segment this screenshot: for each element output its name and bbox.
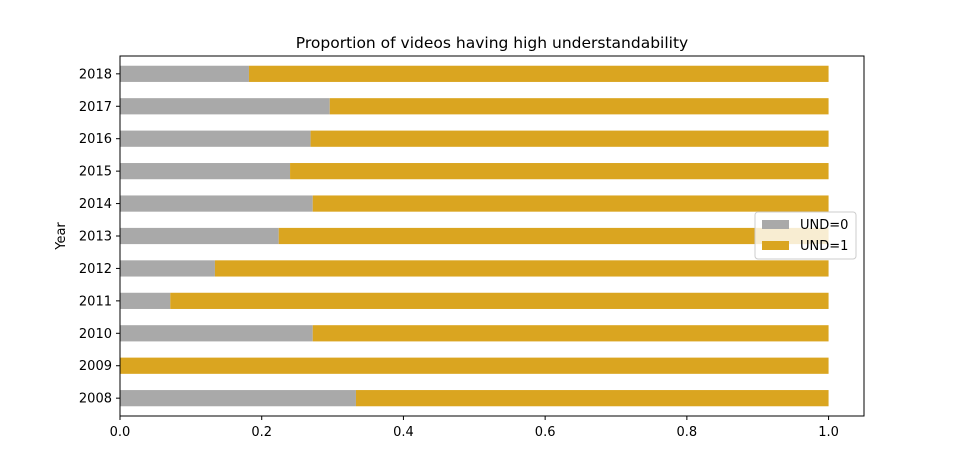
bar-2008-series-0 [120,390,356,407]
y-tick-label-2009: 2009 [79,359,112,374]
bar-2013-series-0 [120,227,279,245]
axes-layer: 2008 2009 2010 2011 2012 2013 2014 2015 2016 2017… [79,55,865,440]
x-tick-label-5: 1.0 [818,425,839,440]
bar-2011-series-1 [170,292,829,309]
x-tick-label-0: 0.0 [110,425,131,440]
bar-2008-series-1 [355,390,829,407]
bar-2012-series-0 [120,260,215,277]
bar-2009-series-1 [120,357,829,374]
y-axis-label: Year [54,222,69,251]
bar-2010-series-0 [120,325,313,342]
bar-2010-series-1 [312,325,829,342]
y-tick-label-2017: 2017 [79,100,112,115]
legend-swatch-0 [762,220,789,229]
y-tick-label-2014: 2014 [79,197,112,212]
bar-2014-series-0 [120,195,313,212]
bar-2011-series-0 [120,292,171,309]
x-tick-label-3: 0.6 [535,425,556,440]
x-tick-label-2: 0.4 [393,425,414,440]
bar-2016-series-0 [120,130,311,147]
bars-layer [120,65,829,407]
y-tick-label-2011: 2011 [79,294,112,309]
bar-2017-series-0 [120,98,330,115]
bar-2012-series-1 [214,260,829,277]
bar-2014-series-1 [312,195,829,212]
y-tick-label-2013: 2013 [79,230,112,245]
y-tick-label-2010: 2010 [79,327,112,342]
bar-2018-series-0 [120,65,249,82]
y-tick-label-2016: 2016 [79,132,112,147]
bar-2018-series-1 [248,65,829,82]
legend-swatch-1 [762,241,789,250]
y-tick-label-2018: 2018 [79,67,112,82]
legend-label-0: UND=0 [800,218,848,233]
y-tick-label-2012: 2012 [79,262,112,277]
bar-2017-series-1 [329,98,829,115]
x-tick-label-4: 0.8 [677,425,698,440]
y-tick-label-2015: 2015 [79,165,112,180]
bar-2013-series-1 [278,227,829,245]
x-tick-label-1: 0.2 [251,425,272,440]
bar-2016-series-1 [310,130,829,147]
legend-label-1: UND=1 [800,239,848,254]
y-tick-label-2008: 2008 [79,392,112,407]
bar-2015-series-0 [120,163,291,180]
chart-title: Proportion of videos having high underst… [296,34,688,52]
legend: UND=0 UND=1 [754,211,857,260]
bar-2015-series-1 [290,163,829,180]
